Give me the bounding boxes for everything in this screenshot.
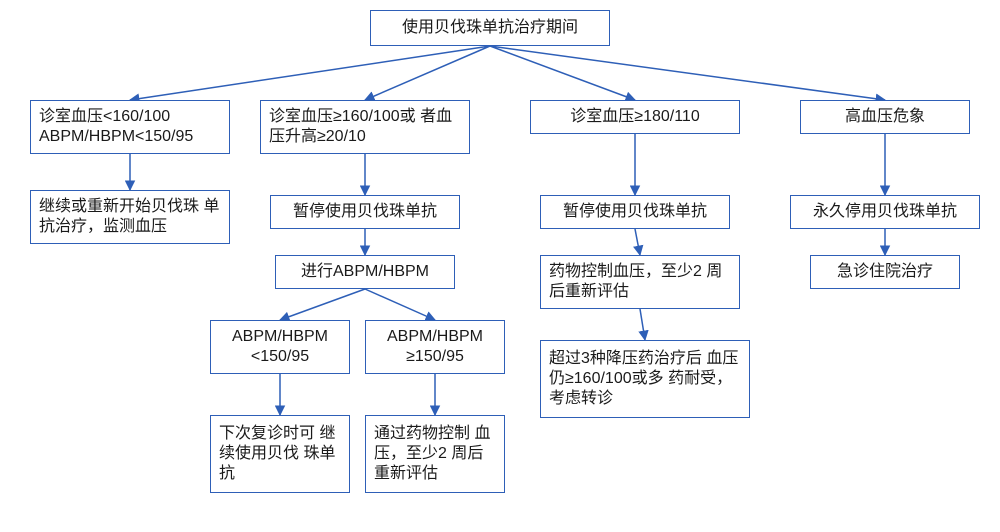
node-label: 诊室血压≥160/100或 者血压升高≥20/10 — [269, 107, 461, 147]
node-label: ABPM/HBPM <150/95 — [219, 327, 341, 367]
node-b1: 诊室血压<160/100 ABPM/HBPM<150/95 — [30, 100, 230, 154]
edge-b2b-b2c — [280, 289, 365, 320]
edge-root-b4 — [490, 46, 885, 100]
node-label: 下次复诊时可 继续使用贝伐 珠单抗 — [219, 424, 341, 484]
node-label: 诊室血压<160/100 ABPM/HBPM<150/95 — [39, 107, 221, 147]
node-label: 使用贝伐珠单抗治疗期间 — [402, 18, 578, 38]
node-label: 暂停使用贝伐珠单抗 — [293, 202, 437, 222]
node-label: 急诊住院治疗 — [837, 262, 933, 282]
node-root: 使用贝伐珠单抗治疗期间 — [370, 10, 610, 46]
node-b4: 高血压危象 — [800, 100, 970, 134]
node-label: 永久停用贝伐珠单抗 — [813, 202, 957, 222]
node-b2: 诊室血压≥160/100或 者血压升高≥20/10 — [260, 100, 470, 154]
node-label: 暂停使用贝伐珠单抗 — [563, 202, 707, 222]
node-b2c: ABPM/HBPM <150/95 — [210, 320, 350, 374]
node-label: ABPM/HBPM ≥150/95 — [374, 327, 496, 367]
node-label: 高血压危象 — [845, 107, 925, 127]
node-b2d: ABPM/HBPM ≥150/95 — [365, 320, 505, 374]
node-label: 通过药物控制 血压，至少2 周后重新评估 — [374, 424, 496, 484]
node-b2b: 进行ABPM/HBPM — [275, 255, 455, 289]
node-b4b: 急诊住院治疗 — [810, 255, 960, 289]
edge-b3b-b3c — [640, 309, 645, 340]
node-b2a: 暂停使用贝伐珠单抗 — [270, 195, 460, 229]
edge-root-b2 — [365, 46, 490, 100]
node-b3c: 超过3种降压药治疗后 血压仍≥160/100或多 药耐受，考虑转诊 — [540, 340, 750, 418]
node-b3a: 暂停使用贝伐珠单抗 — [540, 195, 730, 229]
edge-b3a-b3b — [635, 229, 640, 255]
node-label: 超过3种降压药治疗后 血压仍≥160/100或多 药耐受，考虑转诊 — [549, 349, 741, 409]
node-b2c2: 下次复诊时可 继续使用贝伐 珠单抗 — [210, 415, 350, 493]
node-b4a: 永久停用贝伐珠单抗 — [790, 195, 980, 229]
edge-b2b-b2d — [365, 289, 435, 320]
flowchart-canvas: 使用贝伐珠单抗治疗期间诊室血压<160/100 ABPM/HBPM<150/95… — [0, 0, 1000, 532]
node-label: 诊室血压≥180/110 — [570, 107, 699, 127]
node-label: 继续或重新开始贝伐珠 单抗治疗，监测血压 — [39, 197, 221, 237]
node-b1a: 继续或重新开始贝伐珠 单抗治疗，监测血压 — [30, 190, 230, 244]
node-b3: 诊室血压≥180/110 — [530, 100, 740, 134]
node-b3b: 药物控制血压，至少2 周后重新评估 — [540, 255, 740, 309]
node-b2d2: 通过药物控制 血压，至少2 周后重新评估 — [365, 415, 505, 493]
node-label: 进行ABPM/HBPM — [301, 262, 429, 282]
edge-root-b1 — [130, 46, 490, 100]
edge-root-b3 — [490, 46, 635, 100]
node-label: 药物控制血压，至少2 周后重新评估 — [549, 262, 731, 302]
